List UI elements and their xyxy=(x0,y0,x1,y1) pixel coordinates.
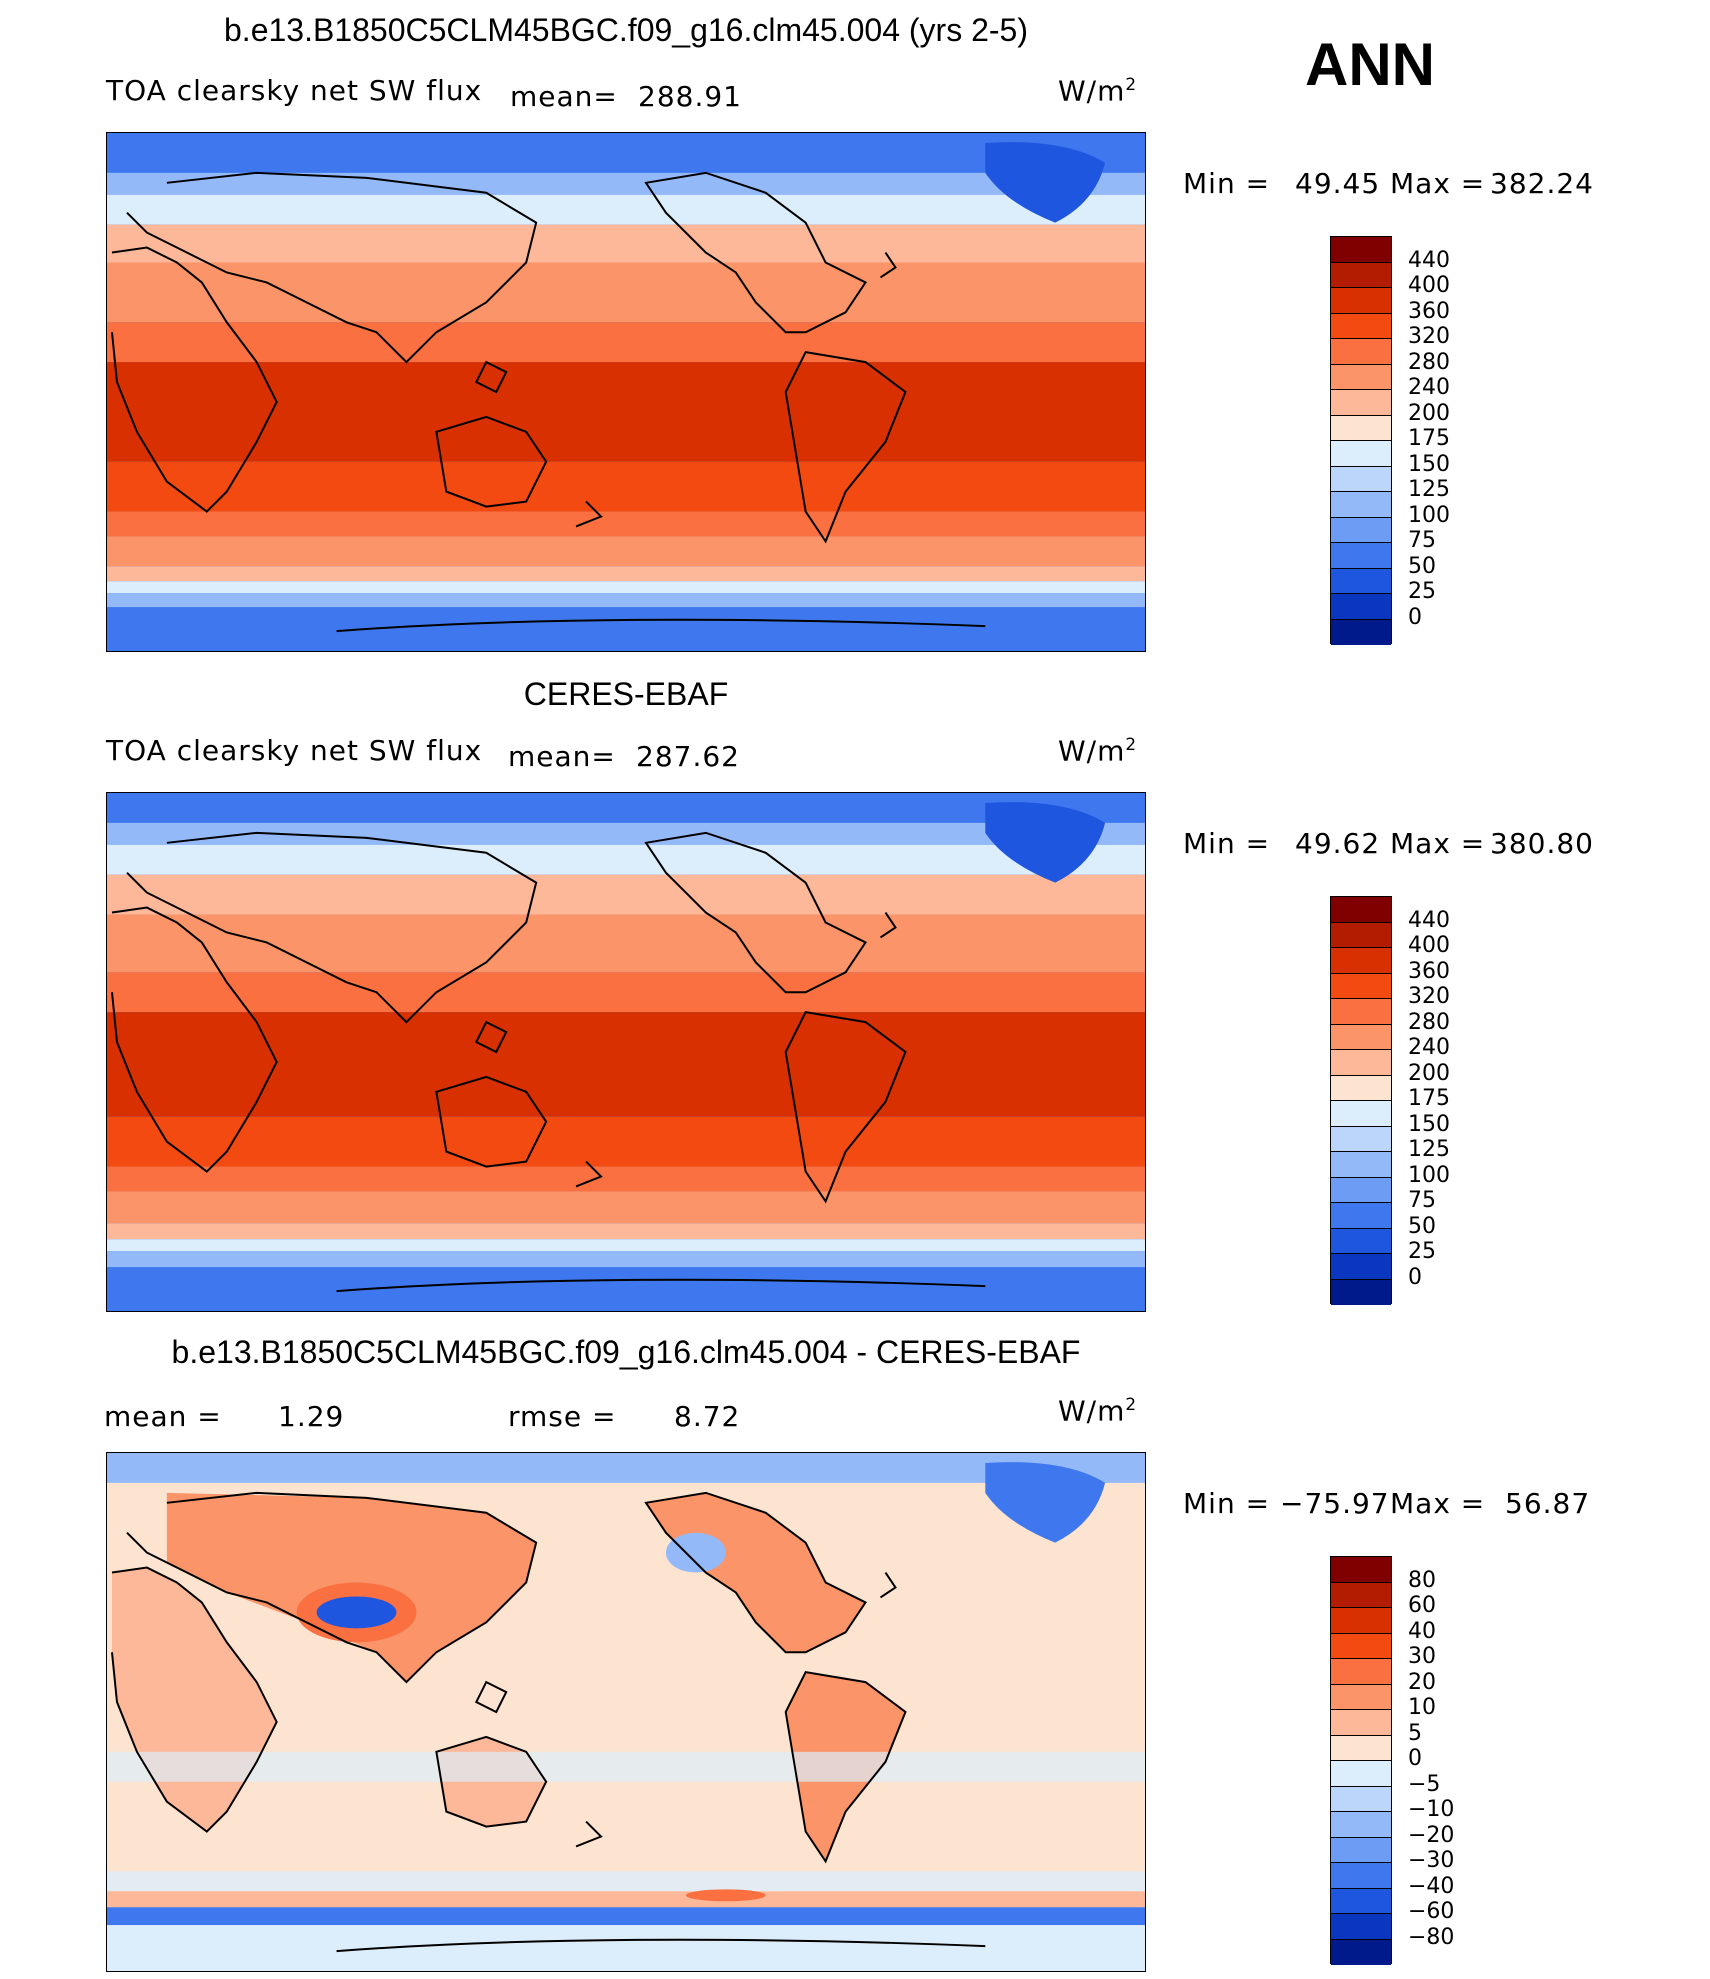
panel-2-mean-value: 287.62 xyxy=(636,740,740,773)
panel-2-mean-label: mean= xyxy=(508,740,616,773)
colorbar-tick: 125 xyxy=(1408,1137,1450,1162)
colorbar-tick: 280 xyxy=(1408,350,1450,375)
panel-2-colorbar xyxy=(1330,896,1392,1305)
panel-1-units: W/m2 xyxy=(1058,74,1138,108)
colorbar-tick: 50 xyxy=(1408,1214,1436,1239)
colorbar-tick: 175 xyxy=(1408,1086,1450,1111)
colorbar-tick: 0 xyxy=(1408,605,1422,630)
panel-3-colorbar xyxy=(1330,1556,1392,1965)
colorbar-tick: 125 xyxy=(1408,477,1450,502)
panel-2-title: CERES-EBAF xyxy=(523,676,729,712)
colorbar-tick: 175 xyxy=(1408,426,1450,451)
colorbar-tick: 240 xyxy=(1408,1035,1450,1060)
panel-2-min-value: 49.62 xyxy=(1295,827,1381,860)
colorbar-tick: 25 xyxy=(1408,1239,1436,1264)
colorbar-tick: 100 xyxy=(1408,503,1450,528)
colorbar-tick: 400 xyxy=(1408,273,1450,298)
colorbar-tick: 10 xyxy=(1408,1695,1436,1720)
colorbar-tick: −40 xyxy=(1408,1874,1455,1899)
colorbar-tick: 440 xyxy=(1408,248,1450,273)
panel-3-mean-label: mean = xyxy=(104,1400,222,1433)
colorbar-tick: 280 xyxy=(1408,1010,1450,1035)
colorbar-tick: 400 xyxy=(1408,933,1450,958)
colorbar-tick: 240 xyxy=(1408,375,1450,400)
season-label: ANN xyxy=(1305,31,1435,98)
colorbar-tick: −80 xyxy=(1408,1925,1455,1950)
panel-3-max-label: Max = xyxy=(1390,1487,1486,1520)
colorbar-tick: 75 xyxy=(1408,528,1436,553)
colorbar-tick: 0 xyxy=(1408,1265,1422,1290)
colorbar-tick: −60 xyxy=(1408,1899,1455,1924)
panel-1-mean-value: 288.91 xyxy=(638,80,742,113)
colorbar-tick: 5 xyxy=(1408,1721,1422,1746)
panel-3-rmse-value: 8.72 xyxy=(674,1400,741,1433)
panel-2-max-value: 380.80 xyxy=(1490,827,1594,860)
colorbar-tick: 80 xyxy=(1408,1568,1436,1593)
panel-3-map xyxy=(106,1452,1146,1972)
panel-3-min-value: −75.97 xyxy=(1280,1487,1390,1520)
panel-2-units: W/m2 xyxy=(1058,734,1138,768)
panel-2-min-label: Min = xyxy=(1183,827,1271,860)
colorbar-tick: 20 xyxy=(1408,1670,1436,1695)
panel-1-mean-label: mean= xyxy=(510,80,618,113)
colorbar-tick: 25 xyxy=(1408,579,1436,604)
colorbar-tick: 150 xyxy=(1408,452,1450,477)
panel-1-min-label: Min = xyxy=(1183,167,1271,200)
colorbar-tick: 30 xyxy=(1408,1644,1436,1669)
panel-2-max-label: Max = xyxy=(1390,827,1486,860)
panel-1-max-label: Max = xyxy=(1390,167,1486,200)
colorbar-tick: 75 xyxy=(1408,1188,1436,1213)
panel-1-min-value: 49.45 xyxy=(1295,167,1381,200)
colorbar-tick: 440 xyxy=(1408,908,1450,933)
colorbar-tick: 360 xyxy=(1408,959,1450,984)
colorbar-tick: 360 xyxy=(1408,299,1450,324)
panel-1-colorbar xyxy=(1330,236,1392,645)
panel-3-mean-value: 1.29 xyxy=(278,1400,345,1433)
panel-2-map xyxy=(106,792,1146,1312)
colorbar-tick: −30 xyxy=(1408,1848,1455,1873)
colorbar-tick: 60 xyxy=(1408,1593,1436,1618)
colorbar-tick: 40 xyxy=(1408,1619,1436,1644)
panel-3-rmse-label: rmse = xyxy=(508,1400,617,1433)
colorbar-tick: 200 xyxy=(1408,401,1450,426)
colorbar-tick: 0 xyxy=(1408,1746,1422,1771)
colorbar-tick: 320 xyxy=(1408,984,1450,1009)
colorbar-tick: 50 xyxy=(1408,554,1436,579)
colorbar-tick: 150 xyxy=(1408,1112,1450,1137)
colorbar-tick: 320 xyxy=(1408,324,1450,349)
panel-3-units: W/m2 xyxy=(1058,1394,1138,1428)
panel-3-title: b.e13.B1850C5CLM45BGC.f09_g16.clm45.004 … xyxy=(171,1334,1081,1370)
panel-3-min-label: Min = xyxy=(1183,1487,1271,1520)
colorbar-tick: −5 xyxy=(1408,1772,1441,1797)
panel-1-variable: TOA clearsky net SW flux xyxy=(106,74,483,107)
colorbar-tick: −20 xyxy=(1408,1823,1455,1848)
panel-1-max-value: 382.24 xyxy=(1490,167,1594,200)
colorbar-tick: −10 xyxy=(1408,1797,1455,1822)
panel-2-variable: TOA clearsky net SW flux xyxy=(106,734,483,767)
panel-1-map xyxy=(106,132,1146,652)
panel-3-max-value: 56.87 xyxy=(1505,1487,1591,1520)
colorbar-tick: 200 xyxy=(1408,1061,1450,1086)
colorbar-tick: 100 xyxy=(1408,1163,1450,1188)
panel-1-title: b.e13.B1850C5CLM45BGC.f09_g16.clm45.004 … xyxy=(224,12,1028,48)
